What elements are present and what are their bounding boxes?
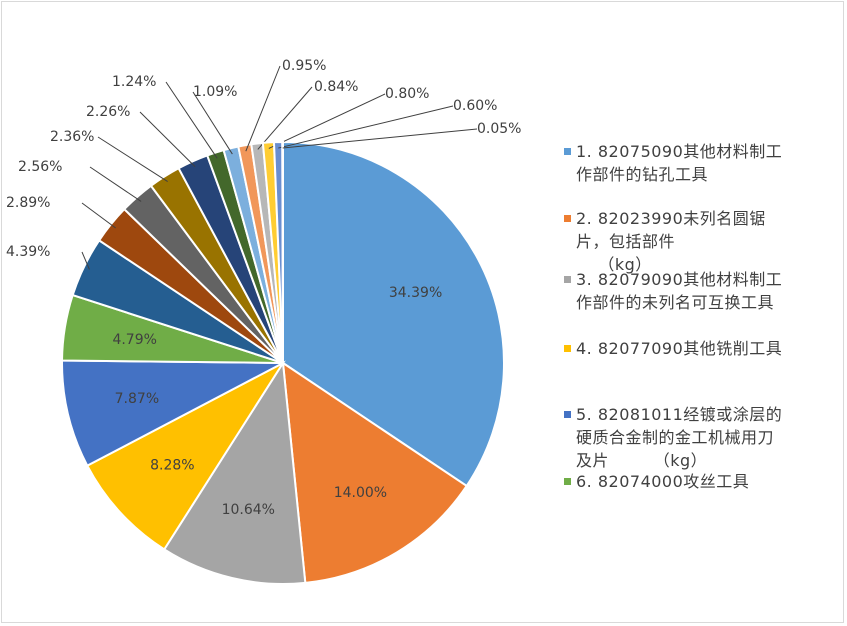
data-label-14: 0.95% [282, 58, 326, 74]
leader-line-13 [192, 91, 233, 155]
data-label-15: 0.84% [314, 79, 358, 95]
legend-swatch-1 [564, 148, 571, 155]
pie-slice-2[interactable] [281, 360, 469, 584]
legend-label-2: 2. 82023990未列名圆锯 片，包括部件 （kg） [576, 209, 766, 274]
legend-label-6: 6. 82074000攻丝工具 [576, 472, 750, 491]
legend-label-4: 4. 82077090其他铣削工具 [576, 339, 783, 358]
data-label-11: 2.26% [86, 104, 130, 120]
legend-swatch-4 [564, 345, 571, 352]
data-label-4: 8.28% [150, 458, 194, 474]
legend-item-4[interactable]: 4. 82077090其他铣削工具 [564, 337, 834, 360]
leader-line-7 [81, 251, 90, 270]
data-label-17: 0.60% [453, 98, 497, 114]
legend-label-3: 3. 82079090其他材料制工 作部件的未列名可互换工具 [576, 270, 783, 312]
legend-label-1: 1. 82075090其他材料制工 作部件的钻孔工具 [576, 142, 783, 184]
data-label-10: 2.36% [50, 129, 94, 145]
data-label-9: 2.56% [18, 159, 62, 175]
legend-item-3[interactable]: 3. 82079090其他材料制工 作部件的未列名可互换工具 [564, 268, 834, 314]
pie-slice-18[interactable] [281, 140, 284, 364]
data-label-2: 14.00% [334, 485, 387, 501]
leader-line-17 [278, 105, 454, 149]
leader-line-14 [245, 65, 281, 152]
legend-item-5[interactable]: 5. 82081011经镀或涂层的 硬质合金制的金工机械用刀 及片 （kg） [564, 403, 834, 472]
leader-line-9 [89, 166, 142, 202]
data-label-13: 1.09% [193, 84, 237, 100]
legend-item-1[interactable]: 1. 82075090其他材料制工 作部件的钻孔工具 [564, 140, 834, 186]
legend-swatch-6 [564, 478, 571, 485]
legend-swatch-2 [564, 215, 571, 222]
leader-line-12 [165, 81, 218, 159]
legend-swatch-3 [564, 276, 571, 283]
data-label-6: 4.79% [112, 332, 156, 348]
pie-slice-4[interactable] [85, 360, 286, 551]
legend-item-6[interactable]: 6. 82074000攻丝工具 [564, 470, 834, 493]
data-label-18: 0.05% [477, 121, 521, 137]
leader-line-16 [268, 93, 386, 149]
leader-line-8 [81, 202, 116, 229]
leader-line-10 [97, 136, 168, 182]
data-label-12: 1.24% [112, 74, 156, 90]
data-label-7: 4.39% [6, 244, 50, 260]
pie-slice-5[interactable] [61, 359, 284, 468]
data-label-1: 34.39% [389, 285, 442, 301]
leader-line-11 [139, 111, 196, 168]
legend-label-5: 5. 82081011经镀或涂层的 硬质合金制的金工机械用刀 及片 （kg） [576, 405, 783, 470]
data-label-3: 10.64% [222, 502, 275, 518]
legend-swatch-5 [564, 411, 571, 418]
data-label-16: 0.80% [385, 86, 429, 102]
data-label-5: 7.87% [115, 391, 159, 407]
pie-slice-3[interactable] [162, 360, 307, 585]
leader-line-18 [282, 128, 478, 149]
data-label-8: 2.89% [6, 195, 50, 211]
leader-line-15 [257, 86, 313, 150]
legend-item-2[interactable]: 2. 82023990未列名圆锯 片，包括部件 （kg） [564, 207, 834, 276]
